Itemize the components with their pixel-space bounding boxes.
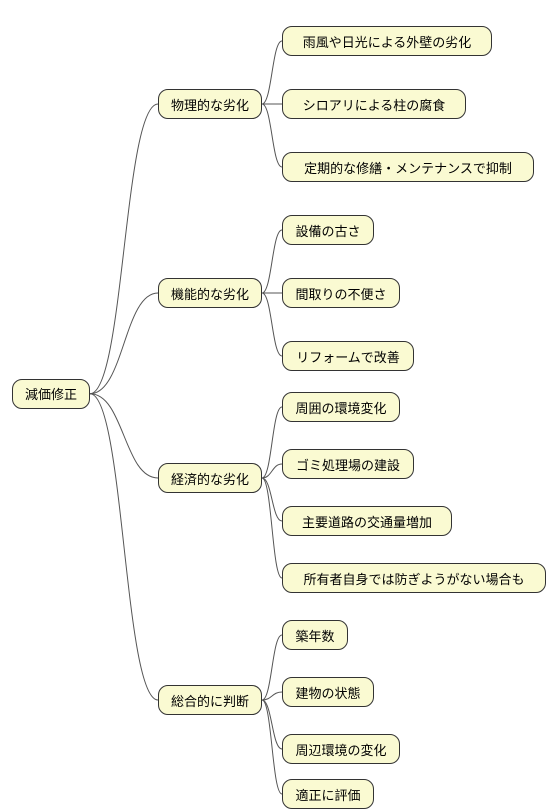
node-b1: 物理的な劣化	[158, 89, 262, 119]
node-l23: リフォームで改善	[282, 341, 414, 371]
node-l22: 間取りの不便さ	[282, 278, 400, 308]
edge-b2-l23	[262, 293, 282, 356]
edge-b4-l43	[262, 700, 282, 749]
node-l12: シロアリによる柱の腐食	[282, 89, 466, 119]
node-l44: 適正に評価	[282, 779, 374, 809]
edge-b3-l33	[262, 478, 282, 521]
node-l34: 所有者自身では防ぎようがない場合も	[282, 563, 546, 593]
node-l13: 定期的な修繕・メンテナンスで抑制	[282, 152, 534, 182]
edge-root-b2	[90, 293, 158, 394]
edge-b1-l13	[262, 104, 282, 167]
node-l32: ゴミ処理場の建設	[282, 449, 414, 479]
edge-b4-l44	[262, 700, 282, 794]
edge-b2-l21	[262, 230, 282, 293]
edge-root-b4	[90, 394, 158, 700]
edge-b1-l11	[262, 41, 282, 104]
node-b2: 機能的な劣化	[158, 278, 262, 308]
node-b3: 経済的な劣化	[158, 463, 262, 493]
node-b4: 総合的に判断	[158, 685, 262, 715]
node-l41: 築年数	[282, 620, 348, 650]
node-l11: 雨風や日光による外壁の劣化	[282, 26, 492, 56]
edge-root-b3	[90, 394, 158, 478]
node-l31: 周囲の環境変化	[282, 392, 400, 422]
node-root: 減価修正	[12, 379, 90, 409]
edge-root-b1	[90, 104, 158, 394]
node-l33: 主要道路の交通量増加	[282, 506, 452, 536]
edge-b3-l34	[262, 478, 282, 578]
node-l42: 建物の状態	[282, 677, 374, 707]
edge-b3-l32	[262, 464, 282, 478]
node-l21: 設備の古さ	[282, 215, 374, 245]
edge-b4-l42	[262, 692, 282, 700]
node-l43: 周辺環境の変化	[282, 734, 400, 764]
edge-b4-l41	[262, 635, 282, 700]
edge-b3-l31	[262, 407, 282, 478]
